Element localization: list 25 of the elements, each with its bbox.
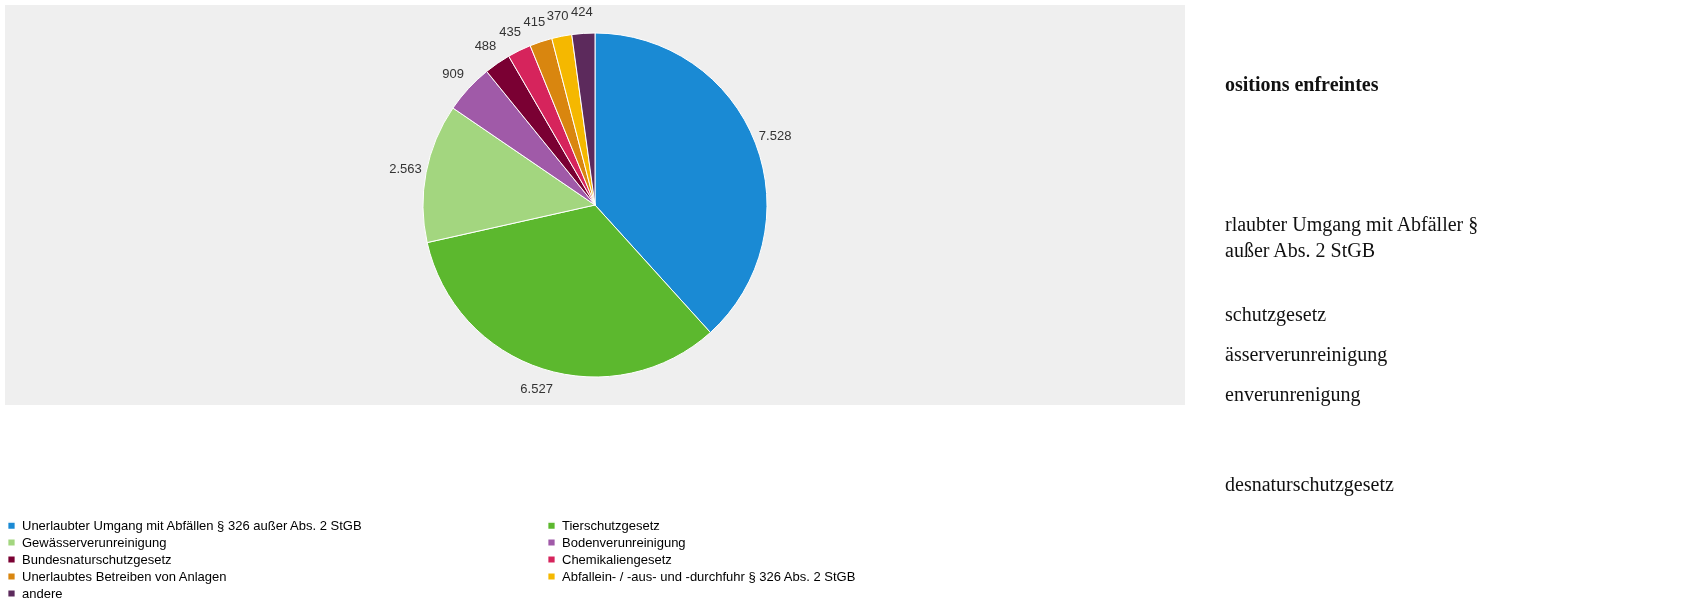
data-label: 424 [571, 4, 593, 20]
legend-label: Chemikaliengesetz [562, 551, 672, 567]
text: außer Abs. 2 StGB [1225, 239, 1375, 261]
legend-label: Unerlaubter Umgang mit Abfällen § 326 außer Abs. 2 StGB [22, 517, 362, 533]
text: ässerverunreinigung [1225, 343, 1388, 366]
legend-label: Bodenverunreinigung [562, 534, 686, 550]
text: enverunrenigung [1225, 383, 1361, 406]
data-label: 370 [546, 7, 569, 23]
text: rlaubter Umgang mit Abfäller § [1225, 213, 1479, 236]
legend-label: Tierschutzgesetz [562, 517, 660, 533]
data-label: 435 [499, 23, 521, 39]
data-label: 2.563 [389, 160, 422, 176]
data-label: 6.527 [520, 380, 553, 396]
data-label: 488 [474, 38, 497, 54]
data-label: 415 [523, 13, 546, 29]
data-label: 7.528 [758, 127, 792, 143]
data-label: 909 [442, 66, 464, 82]
text: ositions enfreintes [1225, 73, 1379, 95]
legend-label: andere [22, 585, 63, 601]
legend-label: Unerlaubtes Betreiben von Anlagen [22, 568, 227, 584]
text: schutzgesetz [1225, 303, 1327, 326]
text: desnaturschutzgesetz [1225, 473, 1394, 496]
legend-label: Gewässerverunreinigung [22, 534, 167, 550]
legend-label: Abfallein- / -aus- und -durchfuhr § 326 Abs. 2 StGB [562, 568, 856, 584]
legend-label: Bundesnaturschutzgesetz [22, 551, 172, 567]
